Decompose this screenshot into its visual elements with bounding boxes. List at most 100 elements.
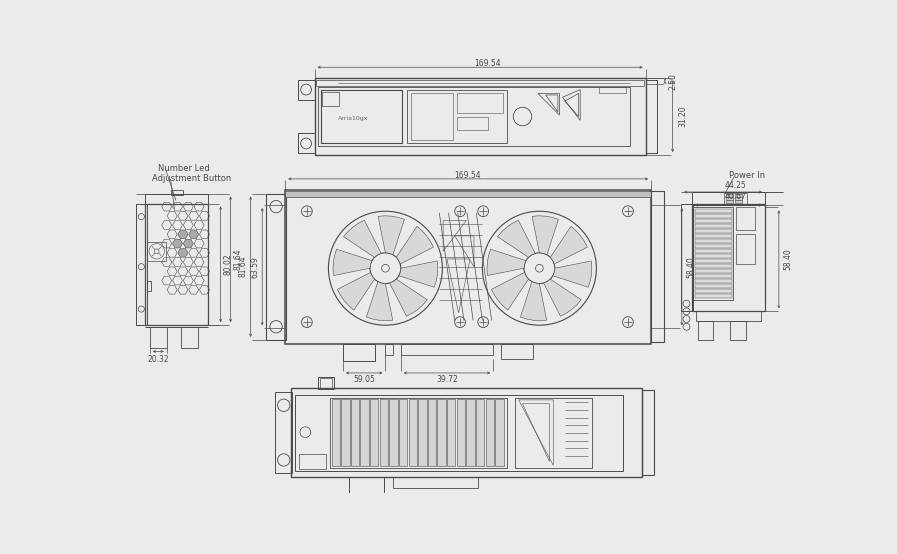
Bar [681, 203, 692, 311]
Bar [407, 90, 507, 143]
Bar [457, 116, 488, 130]
Bar [285, 191, 651, 197]
Bar [408, 399, 417, 466]
Bar [735, 201, 742, 203]
Polygon shape [498, 220, 536, 257]
Bar [300, 454, 327, 469]
Bar [695, 259, 732, 263]
Bar [295, 394, 623, 471]
Text: 169.54: 169.54 [475, 59, 501, 68]
Bar [730, 321, 745, 340]
Bar [695, 294, 732, 298]
Bar [322, 92, 339, 106]
Bar [361, 399, 369, 466]
Bar [695, 279, 732, 283]
Bar [695, 244, 732, 248]
Bar [330, 398, 507, 468]
Bar [136, 203, 147, 325]
Text: Power In: Power In [729, 171, 765, 179]
Text: 58.40: 58.40 [686, 256, 695, 278]
Text: Adjustment Button: Adjustment Button [152, 175, 231, 183]
Bar [457, 399, 466, 466]
Polygon shape [544, 279, 581, 316]
Polygon shape [396, 227, 433, 264]
Bar [495, 399, 503, 466]
Text: 81.64: 81.64 [239, 256, 248, 278]
Bar [736, 234, 755, 264]
Bar [726, 197, 733, 199]
Bar [692, 192, 765, 205]
Bar [428, 399, 436, 466]
Bar [642, 390, 654, 475]
Bar [515, 398, 592, 468]
Text: 31.20: 31.20 [679, 106, 688, 127]
Text: Arria10gx: Arria10gx [338, 116, 369, 121]
Polygon shape [550, 227, 588, 264]
Bar [292, 388, 642, 477]
Bar [695, 264, 732, 268]
Bar [447, 399, 456, 466]
Bar [379, 399, 388, 466]
Polygon shape [183, 239, 193, 248]
Bar [457, 94, 503, 112]
Bar [692, 203, 765, 311]
Bar [485, 399, 494, 466]
Bar [698, 321, 713, 340]
Polygon shape [178, 230, 187, 239]
Bar [298, 80, 316, 100]
Bar [341, 399, 350, 466]
Bar [646, 80, 658, 153]
Bar [696, 311, 762, 321]
Bar [318, 377, 334, 389]
Bar [695, 274, 732, 278]
Bar [695, 239, 732, 243]
Polygon shape [337, 273, 375, 310]
Bar [389, 399, 397, 466]
Bar [386, 343, 393, 355]
Bar [695, 249, 732, 253]
Bar [315, 78, 646, 155]
Text: 44.25: 44.25 [725, 181, 746, 191]
Text: 58.40: 58.40 [784, 248, 793, 270]
Bar [438, 399, 446, 466]
Text: Number Led: Number Led [158, 163, 210, 173]
Bar [695, 284, 732, 288]
Polygon shape [553, 261, 592, 287]
Bar [695, 219, 732, 223]
Text: 63.59: 63.59 [250, 256, 259, 278]
Bar [332, 399, 340, 466]
Bar [466, 399, 475, 466]
Polygon shape [178, 249, 187, 257]
Bar [351, 399, 359, 466]
Bar [693, 207, 734, 300]
Bar [695, 254, 732, 258]
Bar [399, 399, 407, 466]
Bar [147, 280, 151, 291]
Bar [285, 189, 651, 343]
Bar [145, 203, 208, 325]
Polygon shape [487, 249, 526, 275]
Bar [343, 343, 376, 361]
Polygon shape [379, 216, 405, 255]
Bar [393, 477, 478, 489]
Polygon shape [492, 273, 528, 310]
Polygon shape [532, 216, 559, 255]
Bar [411, 94, 453, 140]
Text: 2.50: 2.50 [668, 73, 677, 90]
Bar [274, 392, 292, 473]
Bar [695, 289, 732, 293]
Bar [401, 343, 493, 355]
Text: 40.67: 40.67 [725, 192, 746, 201]
Bar [695, 269, 732, 273]
Bar [418, 399, 427, 466]
Text: 20.32: 20.32 [147, 355, 169, 363]
Bar [651, 191, 664, 342]
Polygon shape [366, 281, 393, 321]
Text: 39.72: 39.72 [436, 375, 457, 383]
Bar [476, 399, 484, 466]
Text: 59.05: 59.05 [353, 375, 375, 383]
Bar [599, 88, 626, 94]
Bar [318, 88, 631, 146]
Polygon shape [188, 230, 198, 239]
Text: 80.02: 80.02 [224, 254, 233, 275]
